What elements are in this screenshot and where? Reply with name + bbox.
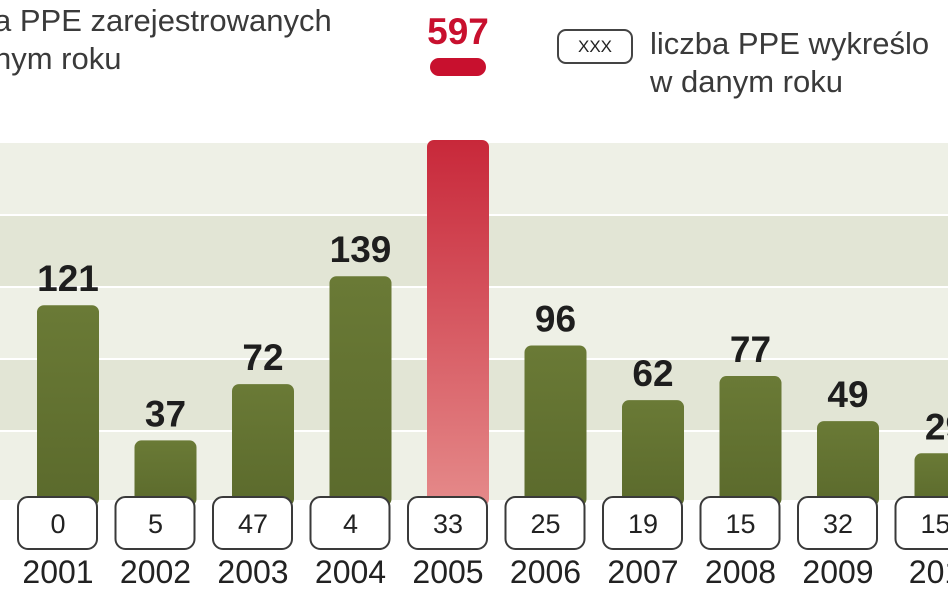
year-label-2004: 2004 bbox=[315, 554, 386, 590]
bar-2004 bbox=[329, 276, 392, 506]
removed-box-2008 bbox=[699, 496, 781, 550]
bar-2005 bbox=[427, 140, 489, 506]
value-label-2006: 96 bbox=[535, 298, 576, 339]
year-label-2003: 2003 bbox=[217, 554, 288, 590]
removed-label-2009: 32 bbox=[823, 509, 853, 539]
bar-2008 bbox=[719, 376, 782, 506]
value-label-2003: 72 bbox=[242, 337, 283, 378]
value-label-2009: 49 bbox=[827, 374, 868, 415]
legend-registered-text: a PPE zarejestrowanych nym roku bbox=[0, 3, 332, 76]
value-label-2002: 37 bbox=[145, 393, 186, 434]
value-label-2008: 77 bbox=[730, 329, 771, 370]
year-label-2008: 2008 bbox=[705, 554, 776, 590]
year-label-2006: 2006 bbox=[510, 554, 581, 590]
year-label-2009: 2009 bbox=[802, 554, 873, 590]
bar-2002 bbox=[134, 440, 197, 506]
removed-label-2005: 33 bbox=[433, 509, 463, 539]
year-label-201: 201 bbox=[909, 554, 948, 590]
value-label-2001: 121 bbox=[37, 258, 99, 299]
value-label-2005: 597 bbox=[427, 11, 489, 52]
removed-box-2009 bbox=[797, 496, 878, 550]
bar-2009 bbox=[817, 421, 879, 506]
value-label-2007: 62 bbox=[632, 353, 673, 394]
bar-2007 bbox=[622, 400, 684, 506]
legend-removed-text: liczba PPE wykreślo w danym roku bbox=[650, 26, 930, 99]
year-label-2002: 2002 bbox=[120, 554, 191, 590]
removed-box-2003 bbox=[212, 496, 293, 550]
removed-box-2006 bbox=[504, 496, 586, 550]
value-label-201: 29 bbox=[925, 406, 948, 447]
year-label-2001: 2001 bbox=[22, 554, 93, 590]
removed-box-2005 bbox=[407, 496, 488, 550]
bar-2001 bbox=[37, 305, 99, 506]
year-label-2005: 2005 bbox=[412, 554, 483, 590]
removed-box-2002 bbox=[114, 496, 196, 550]
removed-box-2007 bbox=[602, 496, 683, 550]
legend-removed-symbol: XXX bbox=[557, 29, 633, 64]
removed-label-2003: 47 bbox=[238, 509, 268, 539]
removed-box-2004 bbox=[309, 496, 391, 550]
removed-label-2007: 19 bbox=[628, 509, 658, 539]
value-label-2004: 139 bbox=[330, 229, 392, 270]
year-label-2007: 2007 bbox=[607, 554, 678, 590]
removed-box-2001 bbox=[17, 496, 98, 550]
removed-label-2008: 15 bbox=[725, 509, 755, 539]
bar-break-cap bbox=[430, 58, 486, 76]
removed-label-2002: 5 bbox=[148, 509, 163, 539]
bar-2003 bbox=[232, 384, 294, 506]
bar-2006 bbox=[524, 345, 587, 506]
removed-box-201 bbox=[894, 496, 948, 550]
removed-label-2004: 4 bbox=[343, 509, 358, 539]
bar-201 bbox=[914, 453, 948, 506]
removed-label-201: 15 bbox=[920, 509, 948, 539]
removed-label-2006: 25 bbox=[530, 509, 560, 539]
removed-label-2001: 0 bbox=[50, 509, 65, 539]
